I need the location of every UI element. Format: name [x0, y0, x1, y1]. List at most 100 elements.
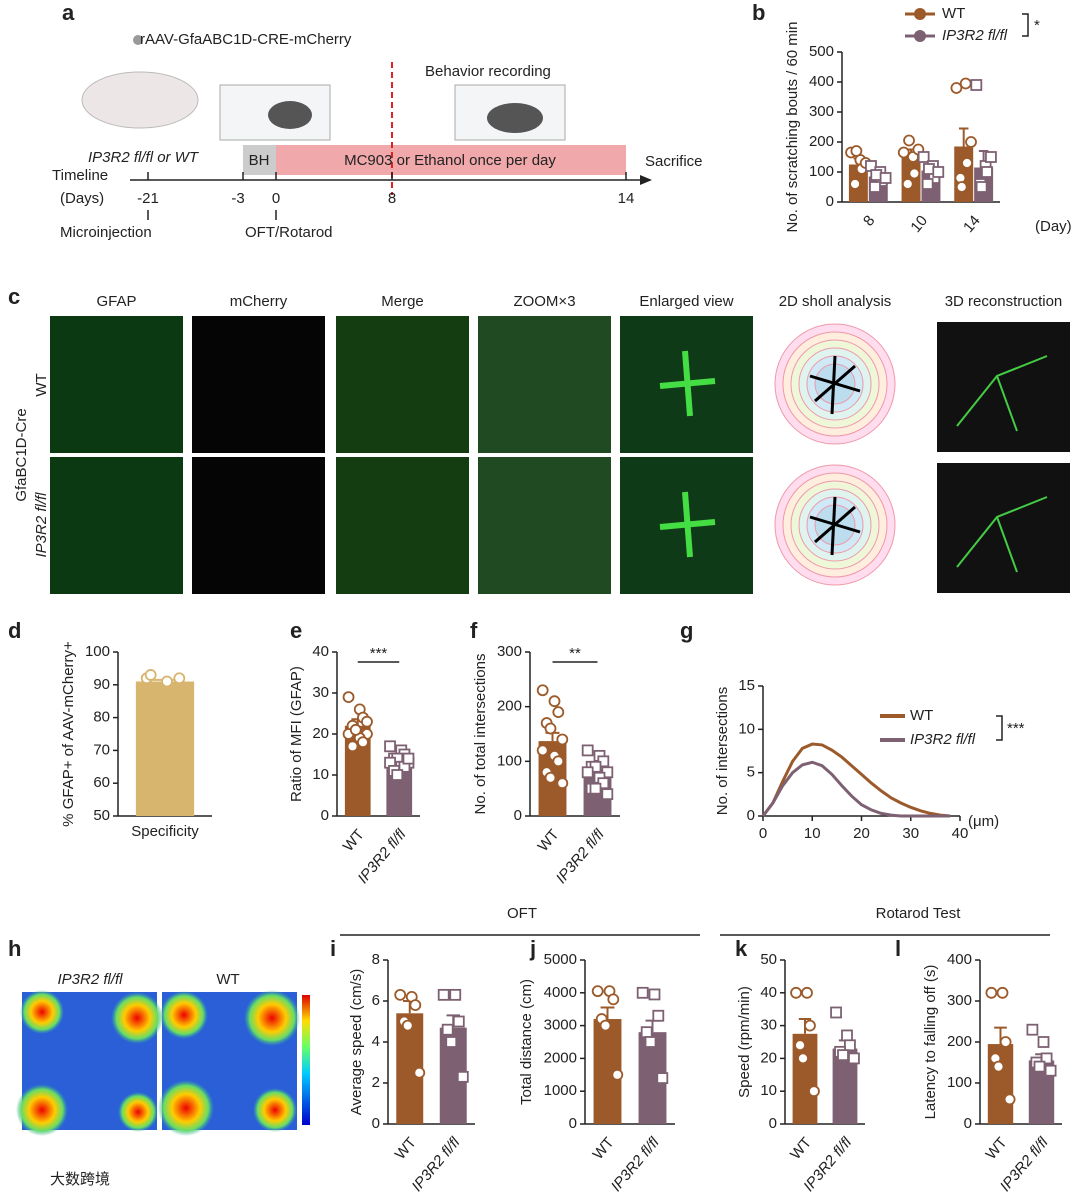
- data-point: [908, 167, 921, 180]
- data-point: [790, 986, 802, 999]
- data-point: [1003, 1093, 1016, 1106]
- data-point: [544, 722, 557, 735]
- bh-bar: [243, 145, 276, 175]
- heatmaps: IP3R2 fl/fl WT: [16, 971, 310, 1136]
- timeline-tick: -21: [137, 190, 159, 207]
- micrograph: [50, 316, 183, 453]
- y-tick-label: 0: [321, 807, 329, 824]
- hotspot: [160, 991, 208, 1039]
- micrographs: GfaBC1D-Cre WT IP3R2 fl/fl: [13, 373, 50, 557]
- data-point: [544, 771, 557, 784]
- legend-marker: [914, 30, 926, 42]
- y-tick-label: 90: [93, 676, 110, 693]
- y-tick-label: 4: [372, 1033, 380, 1050]
- data-point: [961, 157, 973, 169]
- micrograph: [192, 457, 325, 594]
- data-point: [357, 736, 369, 749]
- y-tick-label: 40: [760, 984, 777, 1001]
- y-tick-label: 5: [747, 764, 755, 781]
- data-point: [996, 986, 1009, 999]
- x-tick-label: 10: [907, 212, 931, 236]
- virus-label: rAAV-GfaABC1D-CRE-mCherry: [140, 31, 352, 48]
- x-tick-label: WT: [535, 826, 563, 855]
- data-point: [844, 1039, 856, 1052]
- bh-label: BH: [249, 152, 270, 169]
- x-tick-label: 8: [860, 212, 878, 229]
- y-tick-label: 200: [497, 698, 522, 715]
- data-point: [808, 1085, 820, 1098]
- y-tick-label: 0: [747, 807, 755, 824]
- panel-label: l: [895, 936, 901, 961]
- data-point: [607, 993, 620, 1006]
- data-point: [552, 755, 565, 768]
- x-tick-label: 40: [952, 825, 969, 842]
- legend-marker: [914, 8, 926, 20]
- column-header: Merge: [381, 293, 424, 310]
- data-point: [849, 178, 861, 190]
- row-label: IP3R2 fl/fl: [33, 492, 50, 558]
- section-header: Rotarod Test: [876, 905, 962, 922]
- y-tick-label: 15: [738, 677, 755, 694]
- y-tick-label: 50: [93, 807, 110, 824]
- micrograph: [478, 457, 611, 594]
- y-tick-label: 0: [964, 1115, 972, 1132]
- column-header: GFAP: [96, 293, 136, 310]
- data-point: [648, 988, 661, 1001]
- data-point: [901, 178, 914, 190]
- data-point: [950, 82, 963, 94]
- error-bar: [600, 1006, 615, 1020]
- panel-label: g: [680, 618, 693, 643]
- data-point: [402, 752, 415, 765]
- timeline-tick: 14: [618, 190, 635, 207]
- legend-label: IP3R2 fl/fl: [942, 27, 1008, 44]
- astrocyte-trace: [809, 355, 861, 415]
- data-point: [536, 744, 549, 757]
- arrowhead: [640, 175, 652, 185]
- y-axis-title: No. of total intersections: [472, 654, 489, 815]
- data-point: [581, 766, 594, 779]
- schematic: rAAV-GfaABC1D-CRE-mCherry IP3R2 fl/fl or…: [52, 31, 703, 241]
- x-tick-label: 0: [759, 825, 767, 842]
- sacrifice-label: Sacrifice: [645, 153, 703, 170]
- panel-label: b: [752, 0, 765, 25]
- y-tick-label: 2000: [544, 1049, 577, 1066]
- micrograph: [336, 316, 469, 453]
- data-point: [361, 715, 373, 728]
- y-tick-label: 300: [947, 992, 972, 1009]
- y-tick-label: 100: [497, 752, 522, 769]
- column-header: mCherry: [230, 293, 288, 310]
- x-tick-label: WT: [392, 1134, 420, 1163]
- data-point: [975, 181, 988, 193]
- x-tick-label: IP3R2 fl/fl: [553, 826, 608, 887]
- micrograph: [336, 457, 469, 594]
- y-tick-label: 6: [372, 992, 380, 1009]
- microinjection-label: Microinjection: [60, 224, 152, 241]
- data-point: [441, 1023, 454, 1036]
- behavior-label: Behavior recording: [425, 63, 551, 80]
- significance: *: [1034, 17, 1040, 34]
- y-tick-label: 100: [85, 643, 110, 660]
- x-tick-label: 10: [804, 825, 821, 842]
- data-point: [1033, 1060, 1046, 1073]
- data-point: [161, 675, 173, 688]
- panel-label: k: [735, 936, 748, 961]
- data-point: [970, 79, 983, 91]
- y-tick-label: 4000: [544, 984, 577, 1001]
- panel-label: d: [8, 618, 21, 643]
- y-axis-title: Ratio of MFI (GFAP): [288, 666, 305, 802]
- data-point: [897, 146, 910, 159]
- y-tick-label: 300: [809, 103, 834, 120]
- x-tick-label: WT: [787, 1134, 815, 1163]
- data-point: [985, 151, 997, 163]
- column-header: ZOOM×3: [513, 293, 575, 310]
- x-tick-label: WT: [590, 1134, 618, 1163]
- astrocyte: [659, 491, 716, 558]
- data-point: [1044, 1064, 1057, 1077]
- data-point: [869, 181, 881, 193]
- data-point: [981, 166, 993, 178]
- hotspot: [20, 990, 64, 1034]
- data-point: [850, 145, 863, 157]
- column-header: Enlarged view: [639, 293, 733, 310]
- treatment-bar: [276, 145, 626, 175]
- y-tick-label: 3000: [544, 1017, 577, 1034]
